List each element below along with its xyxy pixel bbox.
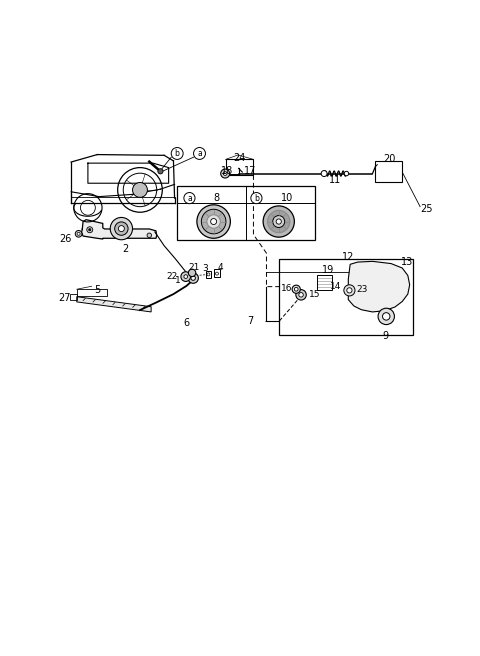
Circle shape — [193, 148, 205, 159]
Text: 23: 23 — [357, 285, 368, 294]
Bar — [177, 186, 315, 240]
Text: 4: 4 — [218, 263, 224, 272]
Text: 12: 12 — [342, 252, 355, 262]
Circle shape — [89, 228, 91, 231]
Circle shape — [292, 285, 300, 293]
Text: 6: 6 — [183, 318, 190, 328]
Circle shape — [299, 293, 303, 297]
Text: 16: 16 — [281, 284, 292, 293]
Text: 9: 9 — [383, 331, 389, 341]
Circle shape — [184, 275, 188, 278]
Text: 19: 19 — [322, 265, 334, 275]
Circle shape — [347, 288, 352, 293]
Circle shape — [191, 276, 195, 280]
Circle shape — [267, 211, 290, 233]
Text: 13: 13 — [401, 257, 413, 268]
Circle shape — [378, 308, 395, 325]
Circle shape — [207, 215, 220, 228]
Circle shape — [383, 313, 390, 320]
Text: 15: 15 — [309, 289, 320, 298]
Text: 26: 26 — [59, 234, 71, 244]
Text: 8: 8 — [213, 193, 219, 203]
Text: 24: 24 — [233, 153, 245, 163]
Circle shape — [188, 269, 196, 277]
Circle shape — [181, 272, 191, 281]
Polygon shape — [82, 220, 156, 239]
Circle shape — [147, 233, 152, 237]
Circle shape — [223, 172, 227, 175]
Text: 17: 17 — [244, 167, 257, 176]
Bar — [71, 294, 77, 300]
Text: a: a — [187, 194, 192, 203]
Bar — [226, 159, 253, 175]
Circle shape — [294, 287, 298, 291]
Circle shape — [296, 289, 306, 300]
Circle shape — [197, 205, 230, 238]
Text: 5: 5 — [94, 285, 100, 295]
Bar — [375, 161, 402, 182]
Circle shape — [211, 218, 216, 224]
Circle shape — [171, 148, 183, 159]
Circle shape — [216, 272, 218, 275]
Text: 20: 20 — [383, 154, 396, 164]
Text: b: b — [175, 149, 180, 158]
Bar — [279, 258, 413, 335]
Text: 11: 11 — [329, 174, 341, 184]
Text: 25: 25 — [420, 203, 432, 213]
Circle shape — [344, 285, 355, 296]
Bar — [215, 269, 219, 277]
Text: 7: 7 — [247, 316, 253, 326]
Circle shape — [110, 217, 132, 240]
Circle shape — [321, 171, 327, 176]
Circle shape — [119, 226, 124, 232]
Circle shape — [221, 169, 229, 178]
Circle shape — [188, 273, 198, 283]
Circle shape — [87, 227, 93, 233]
Polygon shape — [348, 261, 410, 312]
Text: 22: 22 — [166, 272, 177, 281]
Text: a: a — [197, 149, 202, 158]
Circle shape — [158, 169, 163, 174]
Circle shape — [273, 216, 285, 228]
Text: 18: 18 — [220, 167, 233, 176]
Circle shape — [202, 209, 226, 234]
Circle shape — [207, 273, 210, 276]
Circle shape — [184, 192, 195, 203]
Text: 27: 27 — [58, 293, 71, 303]
Circle shape — [251, 192, 262, 203]
Circle shape — [132, 182, 147, 197]
Circle shape — [344, 171, 348, 176]
Text: 1: 1 — [175, 276, 181, 285]
Polygon shape — [77, 297, 151, 312]
Circle shape — [115, 222, 128, 236]
Text: 3: 3 — [202, 264, 208, 274]
Text: b: b — [254, 194, 259, 203]
Text: 21: 21 — [188, 263, 200, 272]
Bar — [77, 289, 107, 296]
Bar — [206, 271, 211, 278]
Circle shape — [77, 232, 80, 236]
Circle shape — [263, 206, 294, 237]
Circle shape — [276, 219, 281, 224]
Text: 14: 14 — [330, 282, 341, 291]
Bar — [317, 276, 332, 291]
Text: 10: 10 — [281, 193, 293, 203]
Text: 2: 2 — [122, 245, 128, 255]
Circle shape — [75, 230, 82, 237]
